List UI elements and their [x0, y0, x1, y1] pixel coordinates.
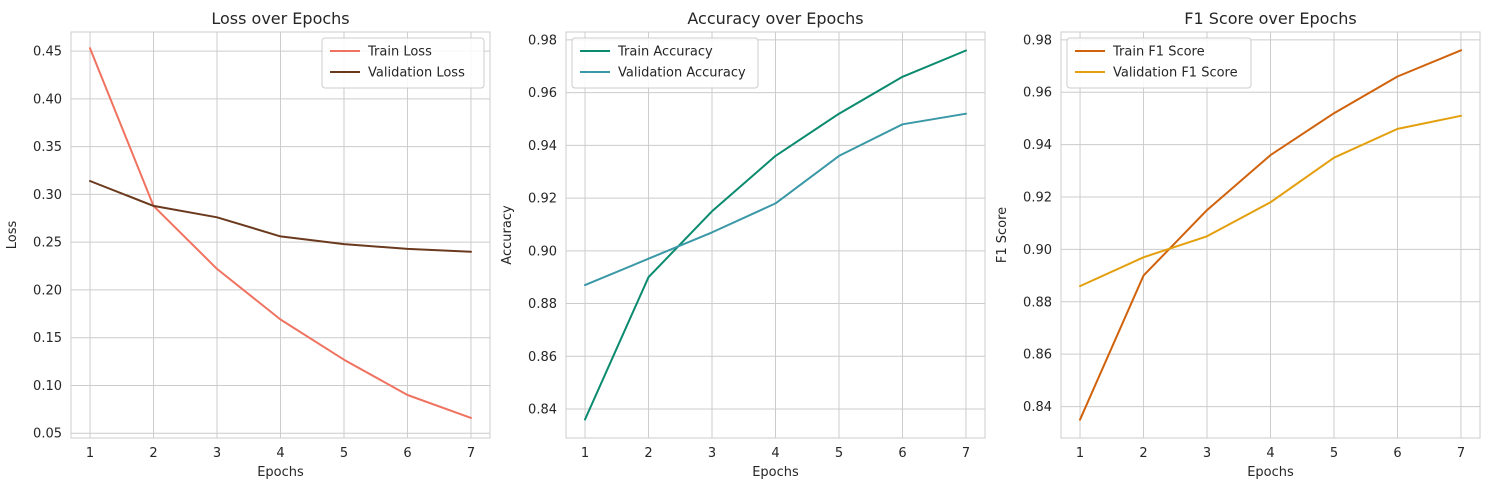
x-tick-label: 7: [1457, 446, 1465, 461]
x-tick-label: 2: [149, 446, 157, 461]
series-line-train-accuracy: [584, 49, 967, 421]
x-tick-label: 2: [1139, 446, 1147, 461]
x-tick-label: 3: [1203, 446, 1211, 461]
y-tick-label: 0.86: [528, 350, 557, 365]
y-tick-label: 0.30: [33, 188, 62, 203]
chart-panel-2: 1 2 3 4 5 6 7 0.84 0.86 0.88 0.90 0.92 0.94 0.96 0.98 A…: [500, 9, 986, 480]
y-tick-label: 0.88: [1023, 295, 1052, 310]
y-tick-label: 0.92: [1023, 191, 1052, 206]
y-axis-label: Accuracy: [500, 205, 515, 265]
y-tick-label: 0.98: [528, 33, 557, 48]
y-tick-label: 0.35: [33, 140, 62, 155]
plot-frame: [1060, 31, 1481, 439]
y-tick-label: 0.96: [1023, 86, 1052, 101]
y-tick-label: 0.96: [528, 86, 557, 101]
series-line-validation-accuracy: [584, 112, 967, 287]
legend: Train Loss Validation Loss: [321, 37, 485, 89]
legend: Train Accuracy Validation Accuracy: [571, 37, 759, 89]
x-tick-label: 5: [340, 446, 348, 461]
x-tick-label: 1: [581, 446, 589, 461]
x-tick-label: 1: [86, 446, 94, 461]
x-axis-label: Epochs: [257, 465, 304, 480]
y-tick-label: 0.84: [1023, 400, 1052, 415]
y-tick-label: 0.10: [33, 379, 62, 394]
y-tick-label: 0.86: [1023, 348, 1052, 363]
legend-box: [1066, 37, 1252, 89]
x-tick-label: 4: [771, 446, 779, 461]
x-tick-label: 7: [962, 446, 970, 461]
x-tick-label: 2: [644, 446, 652, 461]
series-line-validation-loss: [89, 180, 472, 253]
y-tick-label: 0.05: [33, 427, 62, 442]
plot-frame: [565, 31, 986, 439]
x-tick-label: 3: [708, 446, 716, 461]
x-tick-label: 4: [1266, 446, 1274, 461]
y-tick-label: 0.25: [33, 236, 62, 251]
legend-label: Validation F1 Score: [1113, 66, 1238, 81]
chart-title: Accuracy over Epochs: [687, 9, 863, 28]
x-axis-label: Epochs: [752, 465, 799, 480]
x-tick-label: 6: [403, 446, 411, 461]
x-tick-label: 6: [898, 446, 906, 461]
y-tick-label: 0.40: [33, 92, 62, 107]
y-tick-label: 0.45: [33, 45, 62, 60]
x-axis-label: Epochs: [1247, 465, 1294, 480]
y-tick-label: 0.94: [1023, 138, 1052, 153]
chart-title: F1 Score over Epochs: [1184, 9, 1356, 28]
y-tick-label: 0.84: [528, 403, 557, 418]
x-tick-label: 5: [1330, 446, 1338, 461]
x-tick-label: 5: [835, 446, 843, 461]
x-tick-label: 3: [213, 446, 221, 461]
y-tick-label: 0.90: [528, 244, 557, 259]
plot-frame: [70, 31, 491, 439]
legend-label: Train Loss: [367, 45, 432, 60]
y-tick-label: 0.92: [528, 192, 557, 207]
series-line-validation-f1-score: [1079, 114, 1462, 288]
chart-title: Loss over Epochs: [211, 9, 349, 28]
legend-label: Train F1 Score: [1112, 45, 1205, 60]
y-tick-label: 0.90: [1023, 243, 1052, 258]
chart-panel-3: 1 2 3 4 5 6 7 0.84 0.86 0.88 0.90 0.92 0.94 0.96 0.98 F…: [995, 9, 1481, 480]
y-tick-label: 0.20: [33, 283, 62, 298]
series-line-train-f1-score: [1079, 49, 1462, 421]
y-tick-label: 0.94: [528, 139, 557, 154]
y-axis-label: F1 Score: [995, 207, 1010, 263]
legend-box: [571, 37, 759, 89]
y-tick-label: 0.88: [528, 297, 557, 312]
x-tick-label: 4: [276, 446, 284, 461]
legend-label: Validation Loss: [368, 66, 465, 81]
legend: Train F1 Score Validation F1 Score: [1066, 37, 1252, 89]
x-tick-label: 1: [1076, 446, 1084, 461]
y-axis-label: Loss: [5, 221, 20, 250]
y-tick-label: 0.98: [1023, 33, 1052, 48]
x-tick-label: 7: [467, 446, 475, 461]
legend-box: [321, 37, 485, 89]
legend-label: Train Accuracy: [617, 45, 713, 60]
y-tick-label: 0.15: [33, 331, 62, 346]
x-tick-label: 6: [1393, 446, 1401, 461]
legend-label: Validation Accuracy: [618, 66, 746, 81]
chart-panel-1: 1 2 3 4 5 6 7 0.05 0.10 0.15 0.20 0.25 0.30 0.35 0.40 0…: [5, 9, 491, 480]
